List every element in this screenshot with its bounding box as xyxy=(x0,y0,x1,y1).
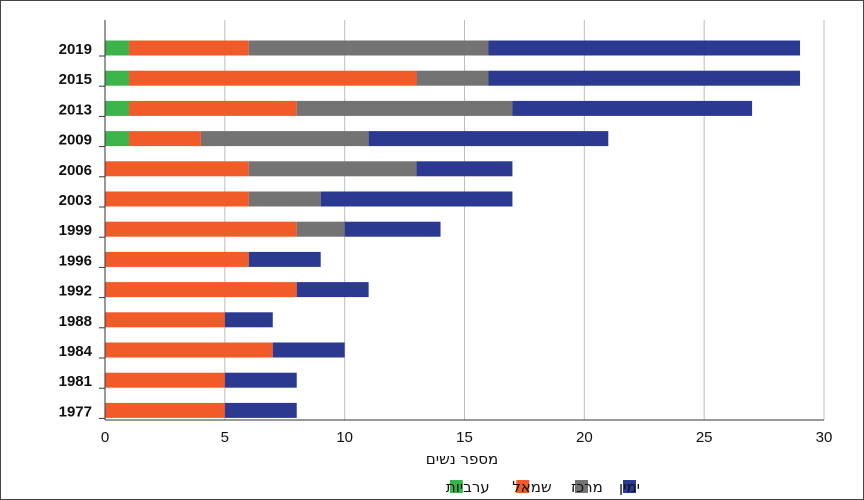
bar-segment xyxy=(105,191,249,207)
bar-segment xyxy=(224,402,297,418)
y-tick-label: 2015 xyxy=(59,71,92,88)
bar-segment xyxy=(200,131,369,147)
bar-segment xyxy=(105,402,225,418)
legend-label: מרכז xyxy=(571,478,603,496)
x-tick-label: 25 xyxy=(696,429,713,446)
y-tick-label: 2019 xyxy=(59,41,92,58)
bar-segment xyxy=(296,100,513,116)
x-tick-label: 10 xyxy=(336,429,353,446)
x-tick-labels: 0 5 10 15 20 25 30 xyxy=(101,429,833,446)
axes xyxy=(99,20,824,421)
legend-swatch xyxy=(516,480,530,493)
bar-segment xyxy=(224,312,273,328)
legend-label: שמאל xyxy=(512,478,551,496)
bar-segment xyxy=(488,70,801,86)
bar-segment xyxy=(105,70,129,86)
y-tick-label: 1992 xyxy=(59,283,92,300)
legend: ימין מרכז שמאל ערביות xyxy=(446,478,640,496)
y-tick-label: 1996 xyxy=(59,252,92,269)
bar-segment xyxy=(105,372,225,388)
y-tick-label: 1981 xyxy=(59,373,92,390)
bars xyxy=(105,40,801,418)
y-tick-label: 2003 xyxy=(59,192,92,209)
x-tick-label: 20 xyxy=(576,429,593,446)
bar-segment xyxy=(248,40,489,56)
bar-segment xyxy=(128,100,297,116)
bar-segment xyxy=(512,100,753,116)
bar-segment xyxy=(416,161,513,177)
y-tick-label: 1988 xyxy=(59,313,92,330)
bar-segment xyxy=(105,40,129,56)
bar-segment xyxy=(416,70,489,86)
bar-segment xyxy=(272,342,345,358)
y-tick-labels: 2019 2015 2013 2009 2006 2003 1999 1996 1992 1988… xyxy=(59,41,93,420)
y-tick-label: 2006 xyxy=(59,162,92,179)
bar-segment xyxy=(105,282,297,298)
bar-segment xyxy=(248,191,321,207)
y-tick-label: 2013 xyxy=(59,101,92,118)
x-tick-label: 15 xyxy=(456,429,473,446)
bar-segment xyxy=(105,342,273,358)
bar-segment xyxy=(344,221,441,237)
bar-segment xyxy=(488,40,801,56)
y-tick-label: 1977 xyxy=(59,403,92,420)
bar-segment xyxy=(105,221,297,237)
bar-segment xyxy=(105,251,249,267)
bar-segment xyxy=(105,131,129,147)
bar-segment xyxy=(105,312,225,328)
y-tick-label: 2009 xyxy=(59,132,92,149)
y-tick-label: 1984 xyxy=(59,343,93,360)
legend-swatch xyxy=(623,480,636,493)
legend-swatch xyxy=(575,480,589,493)
bar-segment xyxy=(105,100,129,116)
bar-segment xyxy=(296,221,345,237)
x-tick-label: 0 xyxy=(101,429,109,446)
bar-segment xyxy=(296,282,369,298)
x-tick-label: 30 xyxy=(816,429,833,446)
legend-label: ימין xyxy=(619,478,640,496)
legend-label: ערביות xyxy=(446,478,490,496)
bar-segment xyxy=(224,372,297,388)
bar-segment xyxy=(128,131,201,147)
bar-segment xyxy=(368,131,609,147)
y-tick-label: 1999 xyxy=(59,222,92,239)
bar-segment xyxy=(128,40,249,56)
x-axis-title: מספר נשים xyxy=(426,450,498,468)
x-tick-label: 5 xyxy=(221,429,229,446)
bar-segment xyxy=(248,161,417,177)
bar-segment xyxy=(128,70,417,86)
bar-segment xyxy=(248,251,321,267)
bar-segment xyxy=(105,161,249,177)
legend-swatch xyxy=(449,480,463,493)
bar-segment xyxy=(320,191,513,207)
